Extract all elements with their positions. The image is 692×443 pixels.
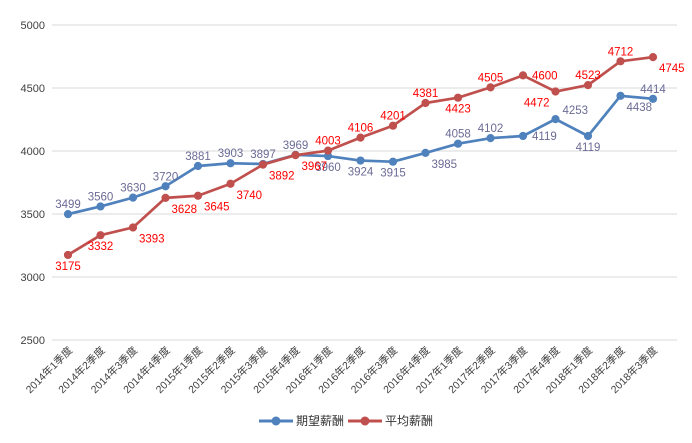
- data-point: [551, 115, 560, 124]
- data-point: [356, 133, 365, 142]
- data-point: [583, 81, 593, 90]
- data-point: [226, 179, 235, 188]
- data-label: 3881: [185, 151, 211, 163]
- data-label: 4106: [348, 123, 374, 135]
- data-label: 3720: [153, 171, 179, 183]
- data-label: 4119: [532, 131, 557, 143]
- legend-label-expected-salary: 期望薪酬: [295, 414, 344, 428]
- data-point: [421, 148, 430, 157]
- salary-chart-canvas: 2500300035004000450050002014年1季度2014年2季度…: [21, 20, 685, 396]
- data-label: 3985: [432, 159, 458, 171]
- legend-line-dot-icon: [258, 416, 293, 425]
- data-point: [388, 157, 398, 166]
- y-axis-tick-label: 2500: [21, 335, 45, 347]
- data-point: [291, 151, 300, 160]
- data-label: 4745: [659, 63, 685, 75]
- data-label: 3175: [55, 261, 81, 273]
- data-point: [518, 71, 528, 80]
- chart-legend: 期望薪酬 平均薪酬: [0, 412, 692, 429]
- data-label: 4414: [640, 84, 666, 96]
- data-label: 3924: [348, 167, 374, 179]
- legend-item-average-salary: 平均薪酬: [348, 412, 433, 429]
- data-label: 4003: [315, 136, 341, 148]
- data-point: [648, 53, 658, 62]
- data-label: 4102: [478, 123, 504, 135]
- data-label: 4712: [608, 46, 634, 58]
- data-point: [486, 134, 495, 143]
- data-point: [583, 131, 593, 141]
- data-point: [128, 193, 138, 202]
- data-point: [648, 94, 658, 103]
- data-point: [551, 87, 560, 96]
- data-label: 3630: [120, 183, 146, 195]
- data-point: [388, 121, 398, 130]
- data-point: [226, 159, 235, 168]
- data-label: 3969: [283, 140, 309, 152]
- data-point: [63, 250, 73, 260]
- data-point: [453, 93, 463, 102]
- data-label: 4438: [627, 102, 653, 114]
- data-point: [193, 161, 203, 171]
- data-label: 4119: [576, 142, 601, 154]
- data-point: [258, 160, 268, 169]
- data-point: [421, 98, 430, 108]
- data-point: [96, 231, 105, 240]
- data-label: 4381: [413, 88, 439, 100]
- data-label: 4600: [532, 70, 558, 82]
- data-point: [616, 57, 625, 66]
- data-point: [616, 91, 625, 100]
- y-axis-tick-label: 3500: [21, 209, 45, 221]
- data-label: 4423: [445, 104, 471, 116]
- data-label: 3960: [315, 162, 341, 174]
- data-label: 4201: [380, 111, 406, 123]
- y-axis-tick-label: 4500: [21, 83, 45, 95]
- data-label: 4505: [478, 72, 504, 84]
- data-label: 3393: [139, 233, 165, 245]
- data-label: 4058: [445, 129, 471, 141]
- data-point: [63, 210, 73, 219]
- data-label: 4253: [563, 105, 589, 117]
- data-point: [323, 146, 333, 155]
- data-point: [128, 223, 138, 232]
- data-label: 3967: [302, 161, 328, 173]
- y-axis-tick-label: 5000: [21, 20, 45, 32]
- data-point: [356, 156, 365, 165]
- data-label: 3499: [55, 199, 81, 211]
- data-point: [518, 131, 528, 141]
- series-line-1: [66, 55, 655, 257]
- data-label: 3332: [88, 241, 114, 253]
- data-point: [161, 182, 170, 191]
- data-label: 3560: [88, 191, 114, 203]
- data-point: [161, 193, 170, 202]
- data-label: 3892: [269, 171, 295, 183]
- legend-label-average-salary: 平均薪酬: [385, 414, 434, 428]
- data-point: [193, 191, 203, 200]
- data-label: 3628: [172, 204, 198, 216]
- data-point: [486, 83, 495, 92]
- data-label: 4472: [524, 98, 550, 110]
- data-label: 3915: [380, 168, 406, 180]
- data-label: 3740: [237, 190, 263, 202]
- legend-item-expected-salary: 期望薪酬: [258, 412, 344, 429]
- y-axis-tick-label: 3000: [21, 272, 45, 284]
- y-axis-tick-label: 4000: [21, 146, 45, 158]
- data-label: 4523: [575, 70, 601, 82]
- data-label: 3897: [250, 149, 276, 161]
- data-label: 3645: [204, 202, 230, 214]
- data-point: [96, 202, 105, 211]
- legend-line-dot-icon: [348, 416, 382, 425]
- data-label: 3903: [218, 148, 244, 160]
- data-point: [453, 139, 463, 148]
